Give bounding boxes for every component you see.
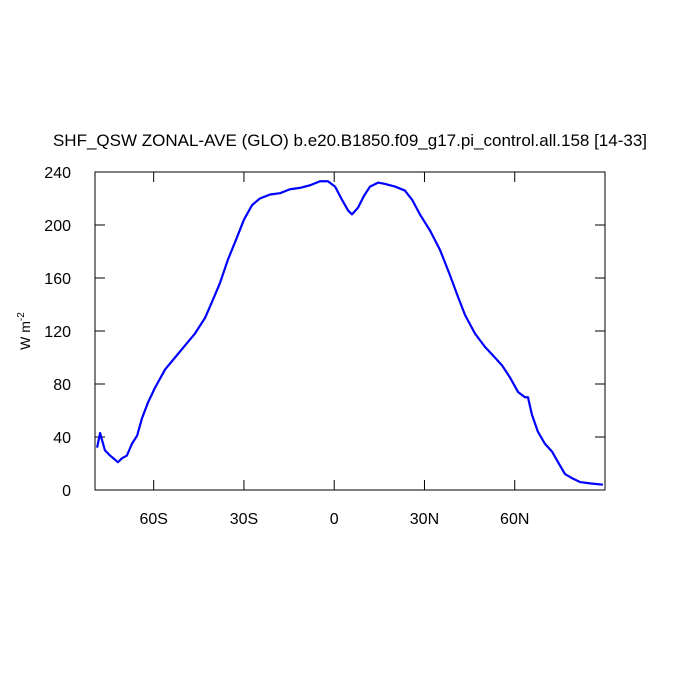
y-tick-label: 240 — [44, 165, 71, 182]
y-tick-label: 0 — [62, 483, 71, 500]
chart-title: SHF_QSW ZONAL-AVE (GLO) b.e20.B1850.f09_… — [53, 131, 647, 150]
y-label-superscript: -2 — [16, 312, 27, 321]
x-tick-label: 60S — [139, 511, 167, 528]
data-line — [96, 180, 604, 486]
x-tick-label: 60N — [500, 511, 529, 528]
y-label-text: W m — [17, 321, 33, 350]
x-tick-label: 30N — [410, 511, 439, 528]
x-tick-label: 30S — [230, 511, 258, 528]
x-tick-label: 0 — [330, 511, 339, 528]
y-tick-label: 160 — [44, 271, 71, 288]
plot-frame — [94, 171, 606, 491]
y-tick-label: 120 — [44, 324, 71, 341]
y-axis-label: W m-2 — [16, 312, 33, 350]
y-tick-label: 40 — [53, 430, 71, 447]
y-tick-label: 200 — [44, 218, 71, 235]
y-tick-label: 80 — [53, 377, 71, 394]
